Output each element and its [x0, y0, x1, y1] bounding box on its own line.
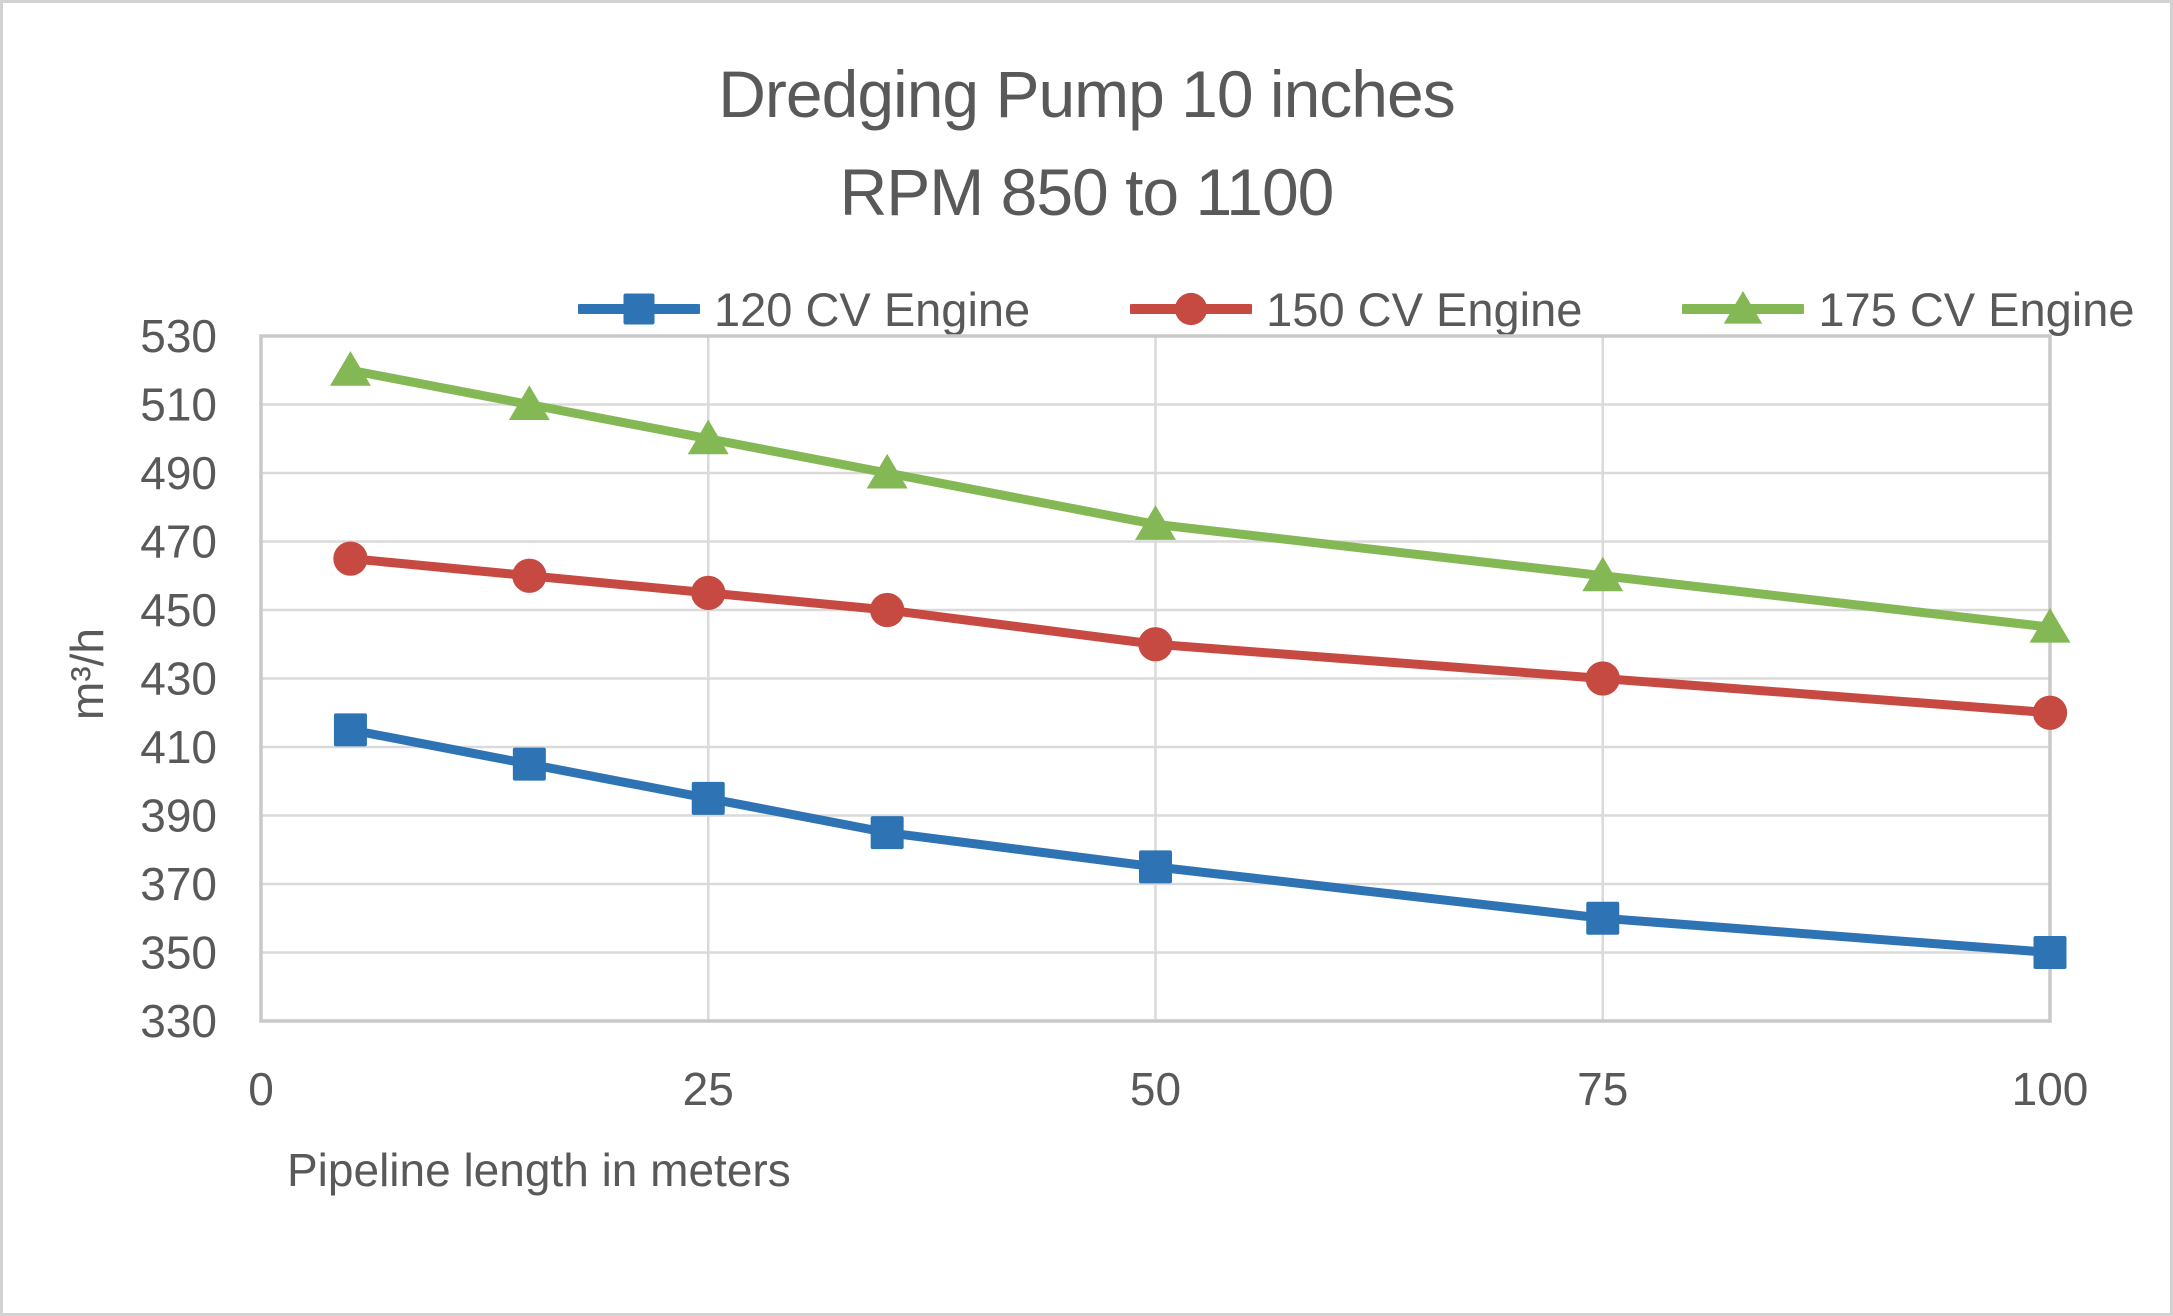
data-point-square-120-cv-engine	[333, 713, 367, 747]
data-point-circle-150-cv-engine	[333, 541, 368, 576]
y-tick-label: 410	[140, 721, 217, 773]
y-tick-label: 330	[140, 995, 217, 1047]
legend-circle-marker-icon	[1130, 292, 1253, 326]
y-tick-label: 390	[140, 790, 217, 842]
data-point-circle-150-cv-engine	[691, 575, 726, 611]
data-point-triangle-175-cv-engine	[2029, 607, 2071, 643]
x-tick-label: 100	[2012, 1063, 2089, 1115]
data-point-triangle-175-cv-engine	[687, 419, 729, 455]
series-line-120-cv-engine	[345, 725, 2055, 957]
legend-item-150-cv-engine: 150 CV Engine	[1130, 282, 1582, 337]
y-tick-label: 370	[140, 858, 217, 910]
data-point-triangle-175-cv-engine	[1135, 505, 1176, 540]
data-point-circle-150-cv-engine	[2032, 695, 2068, 730]
y-tick-label: 430	[140, 653, 217, 705]
data-point-square-120-cv-engine	[1586, 901, 1620, 935]
legend-square-marker-icon	[578, 293, 700, 325]
x-axis-title: Pipeline length in meters	[287, 1144, 791, 1196]
legend-marker-shape	[1175, 292, 1208, 326]
legend-item-175-cv-engine: 175 CV Engine	[1682, 282, 2135, 337]
legend-label-150-cv-engine: 150 CV Engine	[1266, 282, 1583, 336]
y-tick-label: 350	[140, 927, 217, 979]
legend-marker-shape	[623, 293, 655, 325]
series-line-175-cv-engine	[345, 365, 2055, 632]
data-point-triangle-175-cv-engine	[866, 453, 908, 489]
x-tick-label: 25	[683, 1063, 734, 1115]
plot-svg: 330 350 370 390 410 430 450 470 490 510 530 0 25 50 75…	[140, 310, 2089, 1115]
y-tick-label: 490	[140, 447, 217, 499]
x-tick-label: 0	[248, 1063, 274, 1115]
legend-label-175-cv-engine: 175 CV Engine	[1818, 282, 2135, 336]
data-point-square-120-cv-engine	[691, 781, 725, 815]
series-line-150-cv-engine	[345, 554, 2055, 718]
data-point-circle-150-cv-engine	[1138, 627, 1173, 662]
legend-item-120-cv-engine: 120 CV Engine	[578, 282, 1030, 337]
chart-title: Dredging Pump 10 inches RPM 850 to 1100	[3, 45, 2170, 241]
data-point-triangle-175-cv-engine	[329, 351, 371, 386]
data-point-square-120-cv-engine	[512, 747, 546, 781]
data-point-circle-150-cv-engine	[512, 558, 547, 593]
data-point-circle-150-cv-engine	[1585, 661, 1620, 696]
data-point-triangle-175-cv-engine	[1582, 556, 1624, 592]
legend: 120 CV Engine 150 CV Engine 175 CV Engine	[578, 279, 2135, 339]
data-point-circle-150-cv-engine	[869, 592, 905, 628]
y-tick-label: 450	[140, 584, 217, 636]
legend-triangle-marker-icon	[1682, 291, 1805, 324]
x-tick-label: 75	[1577, 1063, 1628, 1115]
data-point-square-120-cv-engine	[2033, 936, 2067, 969]
chart-title-line-2: RPM 850 to 1100	[839, 155, 1335, 229]
x-tick-label: 50	[1130, 1063, 1181, 1115]
data-point-triangle-175-cv-engine	[508, 385, 550, 421]
legend-marker-shape	[1724, 291, 1763, 324]
y-tick-label: 470	[140, 516, 217, 568]
data-point-square-120-cv-engine	[870, 816, 904, 850]
data-point-square-120-cv-engine	[1139, 850, 1172, 884]
legend-label-120-cv-engine: 120 CV Engine	[714, 282, 1031, 336]
chart-title-line-1: Dredging Pump 10 inches	[718, 57, 1455, 131]
y-tick-label: 510	[140, 379, 217, 431]
y-axis-title: m³/h	[61, 628, 113, 720]
plot-border	[259, 334, 2052, 1023]
y-tick-label: 530	[140, 310, 217, 362]
